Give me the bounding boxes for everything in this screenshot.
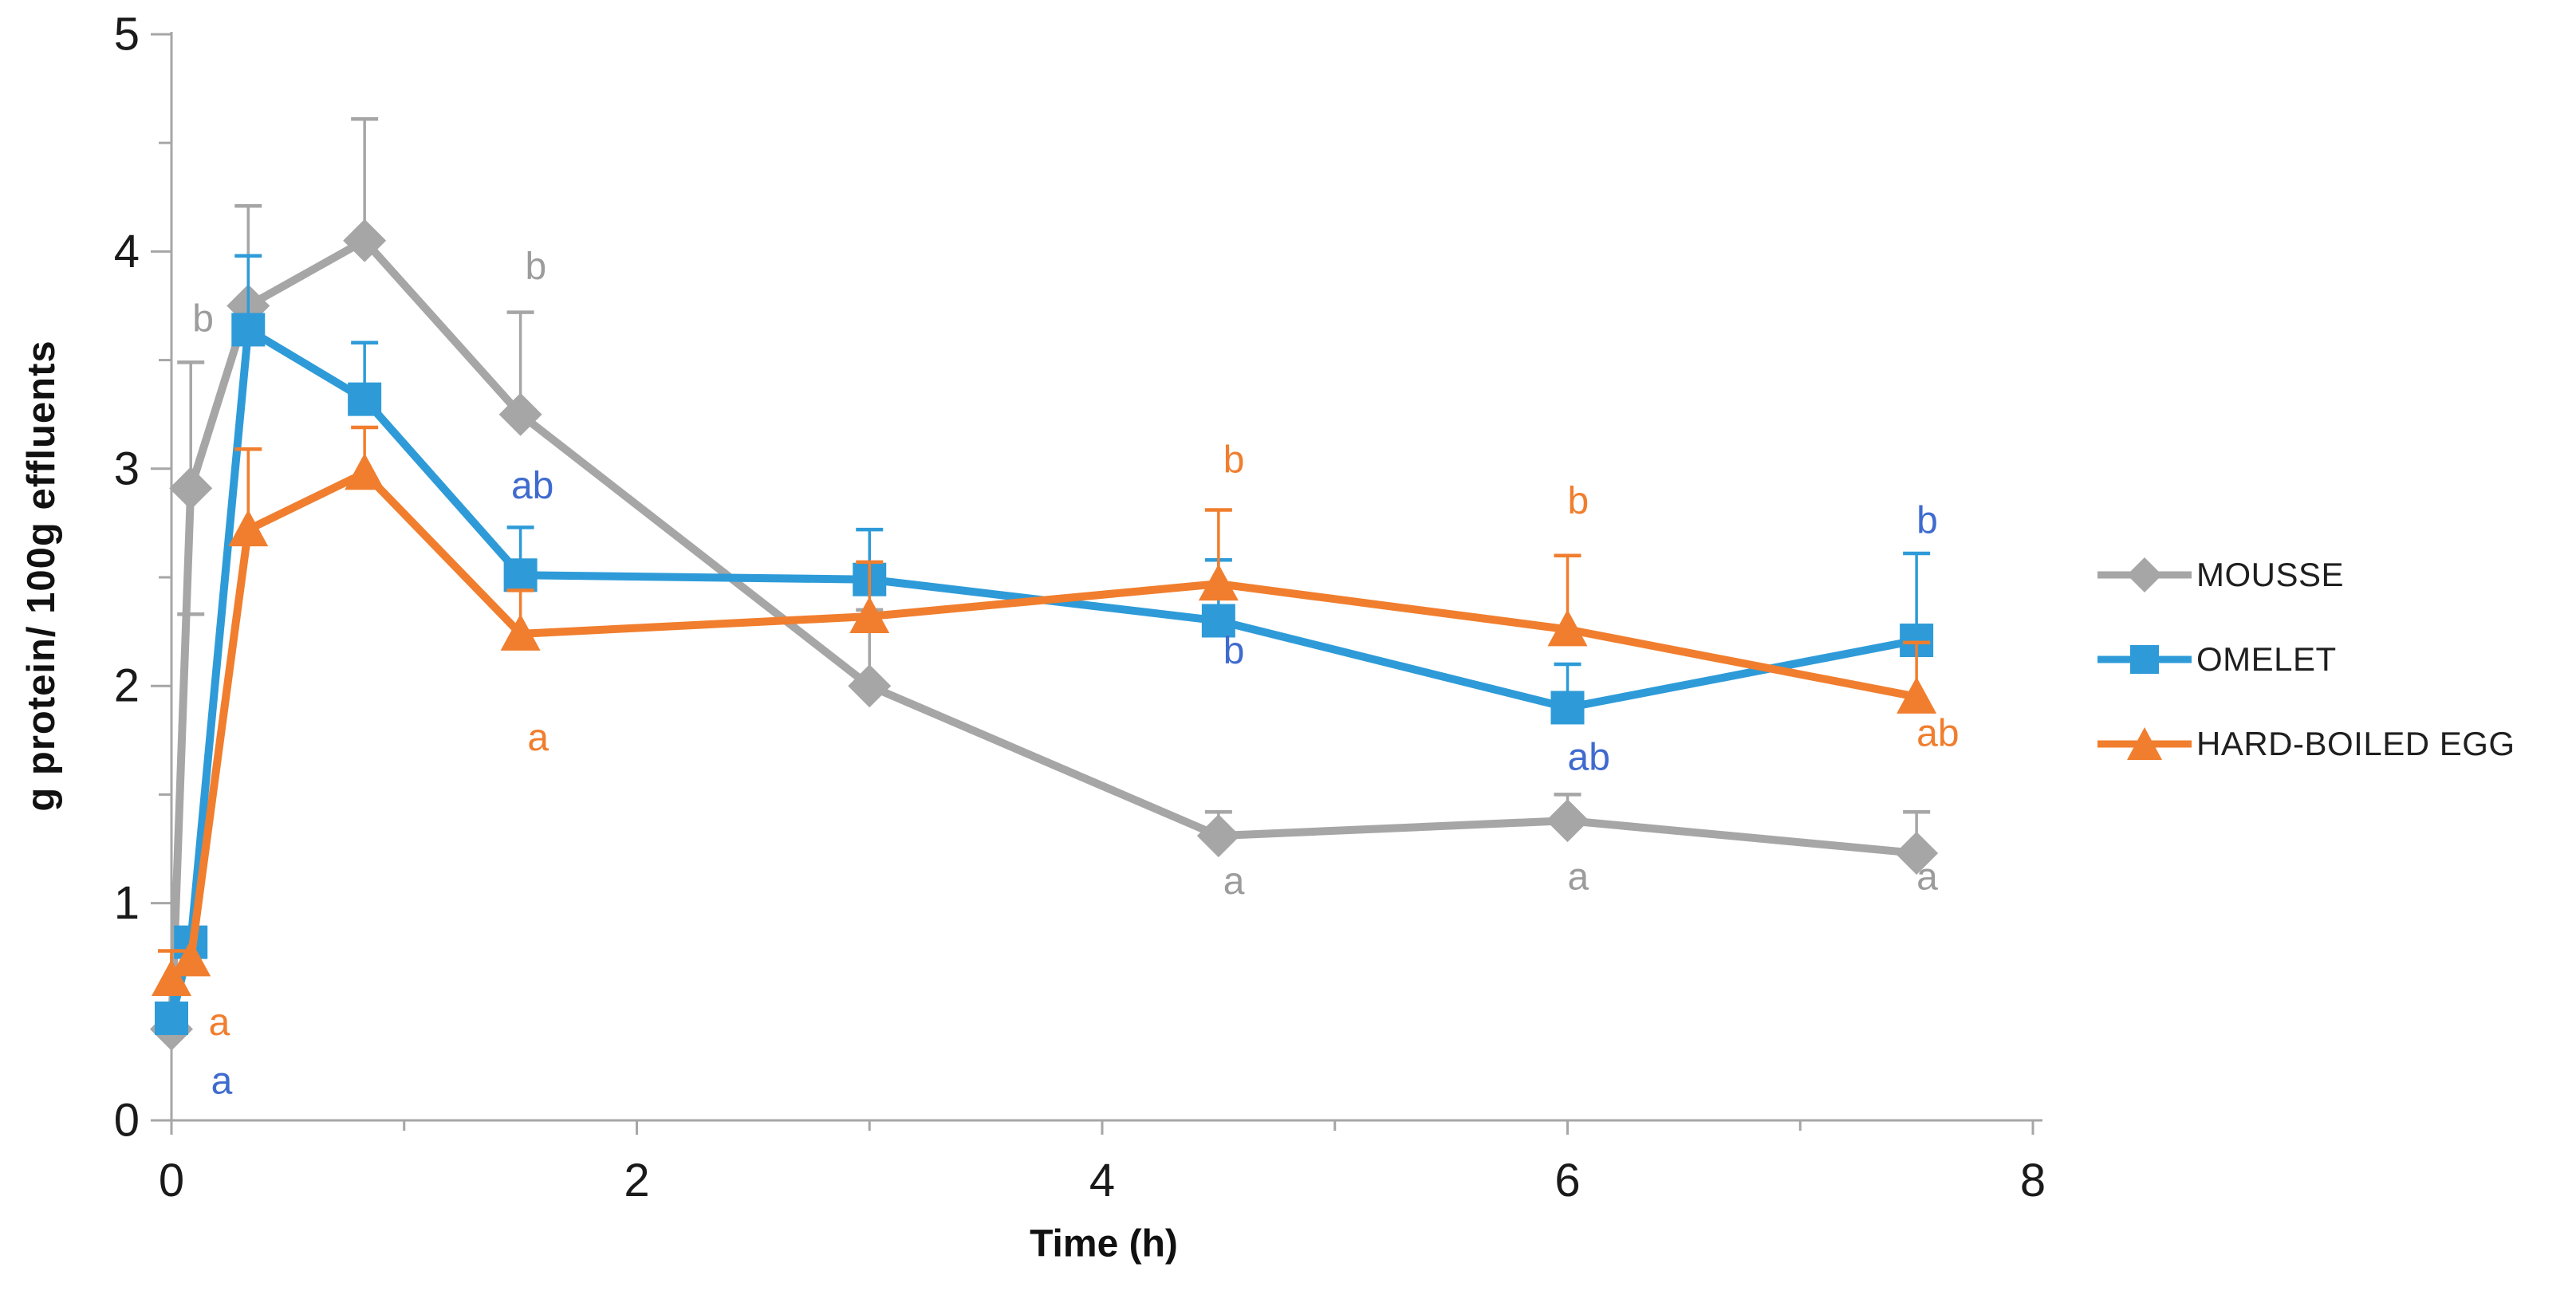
marker-triangle-hard-boiled-egg [152,958,191,996]
series-line-hard-boiled-egg [167,469,1921,983]
marker-diamond-mousse [1895,831,1939,875]
y-axis-tick-label: 1 [114,877,140,929]
x-axis-tick-label: 8 [2020,1155,2046,1206]
marker-square-omelet [155,1001,188,1035]
x-axis-tick-label: 2 [624,1155,649,1206]
significance-letter: b [1223,439,1245,481]
marker-triangle-hard-boiled-egg [171,939,211,977]
marker-square-omelet [1550,691,1585,725]
marker-triangle-hard-boiled-egg [500,613,541,651]
x-axis-tick-label: 4 [1089,1155,1115,1206]
legend-label: OMELET [2196,640,2337,678]
y-axis-tick-label: 4 [114,226,140,277]
y-axis-tick-label: 5 [114,9,140,61]
series-line-omelet [167,325,1921,1022]
marker-triangle-hard-boiled-egg [1547,609,1588,647]
significance-letter: a [211,1060,233,1102]
significance-letter: ab [1916,713,1959,755]
significance-letter: b [1568,480,1589,522]
significance-letter: b [192,297,214,340]
legend-item-omelet: OMELET [2096,617,2515,702]
marker-diamond-mousse [498,392,542,436]
significance-letter: ab [1568,737,1610,779]
significance-letter: ab [511,465,553,507]
marker-diamond-mousse [1546,799,1589,843]
marker-square-omelet [503,558,538,592]
significance-letter: b [1223,630,1245,672]
x-axis-title: Time (h) [1030,1222,1178,1265]
marker-triangle-hard-boiled-egg [345,453,385,490]
marker-square-omelet [1201,604,1235,638]
y-axis-title: g protein/ 100g effluents [20,340,63,812]
mousse-diamond-marker-icon [2097,557,2192,592]
marker-diamond-mousse [343,218,387,262]
legend-item-mousse: MOUSSE [2096,533,2515,617]
marker-diamond-mousse [1196,814,1240,858]
series-line-mousse [167,236,1921,1033]
significance-letter: a [1223,860,1245,903]
legend: MOUSSE OMELET HARD-BOILED EGG [2096,533,2515,786]
x-axis-tick-label: 0 [159,1155,184,1206]
legend-label: HARD-BOILED EGG [2196,725,2515,762]
significance-letter: a [1568,856,1589,898]
legend-label: MOUSSE [2196,556,2345,593]
marker-triangle-hard-boiled-egg [1198,564,1239,601]
significance-letter: b [1916,500,1938,542]
legend-item-hard-boiled-egg: HARD-BOILED EGG [2096,702,2515,786]
significance-letter: a [527,717,549,759]
marker-diamond-mousse [169,466,213,510]
hard-boiled-egg-triangle-marker-icon [2097,727,2192,760]
significance-letter: b [525,246,546,288]
marker-triangle-hard-boiled-egg [1897,676,1937,714]
omelet-square-marker-icon [2097,645,2192,674]
marker-triangle-hard-boiled-egg [849,596,890,634]
significance-letter: a [209,1002,230,1044]
marker-square-omelet [231,313,266,347]
marker-diamond-mousse [848,664,892,708]
marker-square-omelet [348,382,382,416]
y-axis-tick-label: 2 [114,660,140,712]
y-axis-tick-label: 0 [114,1095,140,1147]
significance-letter: a [1916,856,1938,898]
marker-triangle-hard-boiled-egg [228,510,269,547]
x-axis-tick-label: 6 [1554,1155,1580,1206]
y-axis-tick-label: 3 [114,443,140,494]
